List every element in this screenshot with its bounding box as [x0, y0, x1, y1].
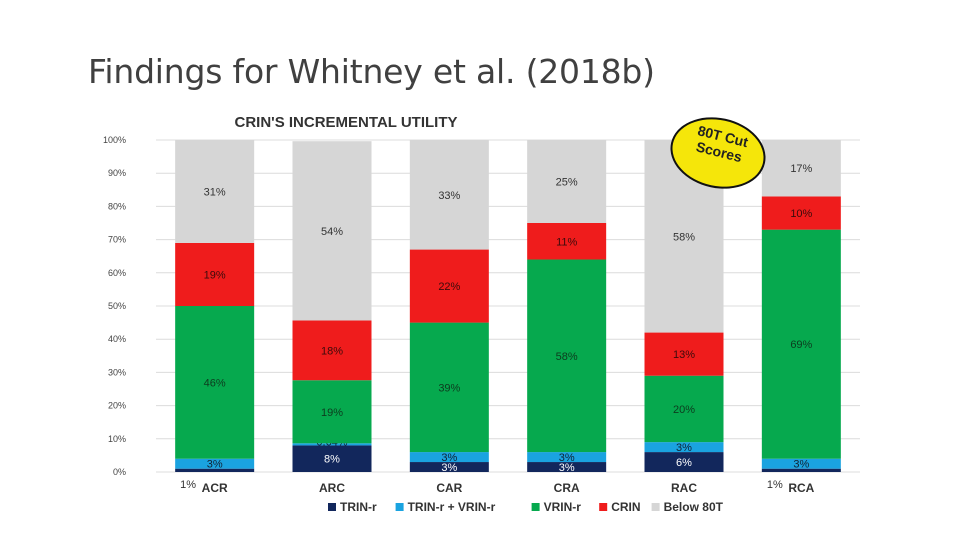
x-tick-label: ARC	[319, 481, 345, 495]
x-tick-label: RCA	[788, 481, 814, 495]
y-tick-label: 20%	[108, 401, 126, 411]
data-label: 58%	[556, 351, 578, 363]
y-tick-label: 50%	[108, 301, 126, 311]
y-tick-label: 30%	[108, 367, 126, 377]
data-label: 58%	[673, 231, 695, 243]
data-label: 3%	[441, 452, 457, 464]
y-tick-label: 70%	[108, 235, 126, 245]
bar-segment	[292, 443, 372, 446]
data-label: 39%	[438, 382, 460, 394]
data-label: 13%	[673, 349, 695, 361]
bar-segment	[761, 229, 841, 459]
data-label: 6%	[676, 457, 692, 469]
bar-segment	[409, 462, 489, 472]
y-tick-label: 60%	[108, 268, 126, 278]
data-label: 20%	[673, 404, 695, 416]
data-label: 3%	[559, 452, 575, 464]
bar-segment	[175, 468, 255, 472]
data-label: 3%	[441, 462, 457, 474]
grid-lines	[156, 139, 860, 473]
data-label: 19%	[321, 407, 343, 419]
data-label: 18%	[321, 345, 343, 357]
legend-swatch	[395, 503, 404, 511]
legend-label: TRIN-r	[340, 500, 377, 514]
data-label: 46%	[204, 377, 226, 389]
data-label: 1%	[180, 479, 196, 491]
legend: TRIN-r TRIN-r + VRIN-r VRIN-r CRIN Below 80T	[328, 500, 724, 514]
bar-segment	[409, 140, 489, 250]
legend-label: Below 80T	[664, 500, 724, 514]
bar-segment	[761, 468, 841, 472]
bar-segment	[761, 196, 841, 230]
chart-title: CRIN'S INCREMENTAL UTILITY	[234, 114, 457, 131]
y-tick-label: 90%	[108, 168, 126, 178]
bar-segment	[527, 462, 607, 472]
bar-segment	[644, 442, 724, 453]
y-tick-label: 100%	[103, 135, 126, 145]
y-axis: 0% 10% 20% 30% 40% 50% 60% 70% 80% 90% 100%	[103, 135, 126, 477]
bar-segment	[292, 445, 372, 472]
data-label: 3%	[676, 442, 692, 454]
bars: 1%3%46%19%31%8%0.64%19%18%54%3%3%39%22%3…	[175, 140, 841, 491]
x-axis: ACR ARC CAR CRA RAC RCA	[202, 481, 815, 495]
bar-segment	[292, 320, 372, 381]
x-tick-label: RAC	[671, 481, 697, 495]
data-label: 3%	[207, 459, 223, 471]
stacked-bar-chart: CRIN'S INCREMENTAL UTILITY 0% 10% 20% 30% 40…	[103, 114, 860, 514]
bar-segment	[761, 458, 841, 469]
data-label: 54%	[321, 226, 343, 238]
data-label: 1%	[767, 479, 783, 491]
bar-segment	[409, 452, 489, 463]
bar-segment	[644, 332, 724, 376]
bar-segment	[175, 306, 255, 459]
x-tick-label: ACR	[202, 481, 228, 495]
legend-label: CRIN	[611, 500, 640, 514]
legend-swatch	[531, 503, 540, 511]
data-label: 3%	[793, 459, 809, 471]
data-label: 22%	[438, 281, 460, 293]
x-tick-label: CAR	[436, 481, 462, 495]
data-label: 19%	[204, 269, 226, 281]
bar-segment	[292, 380, 372, 444]
legend-label: VRIN-r	[544, 500, 582, 514]
x-tick-label: CRA	[554, 481, 580, 495]
bar-segment	[761, 140, 841, 197]
data-label: 17%	[790, 163, 812, 175]
bar-segment	[527, 259, 607, 453]
legend-swatch	[651, 503, 660, 511]
data-label: 69%	[790, 339, 812, 351]
legend-swatch	[599, 503, 608, 511]
legend-swatch	[328, 503, 336, 511]
bar-segment	[175, 458, 255, 469]
data-label: 31%	[204, 186, 226, 198]
bar-segment	[409, 322, 489, 453]
y-tick-label: 80%	[108, 201, 126, 211]
bar-segment	[292, 141, 372, 321]
data-label: 25%	[556, 177, 578, 189]
bar-segment	[409, 249, 489, 323]
bar-segment	[527, 140, 607, 223]
data-label: 10%	[790, 208, 812, 220]
bar-segment	[527, 223, 607, 260]
data-label: 8%	[324, 454, 340, 466]
y-tick-label: 0%	[113, 467, 126, 477]
legend-label: TRIN-r + VRIN-r	[408, 500, 496, 514]
bar-segment	[527, 452, 607, 463]
data-label: 3%	[559, 462, 575, 474]
bar-segment	[644, 375, 724, 443]
data-label: 11%	[556, 236, 577, 248]
bar-segment	[644, 452, 724, 472]
bar-segment	[175, 242, 255, 306]
y-tick-label: 40%	[108, 334, 126, 344]
slide-title: Findings for Whitney et al. (2018b)	[88, 52, 655, 91]
data-label: 33%	[438, 190, 460, 202]
y-tick-label: 10%	[108, 434, 126, 444]
bar-segment	[175, 140, 255, 243]
